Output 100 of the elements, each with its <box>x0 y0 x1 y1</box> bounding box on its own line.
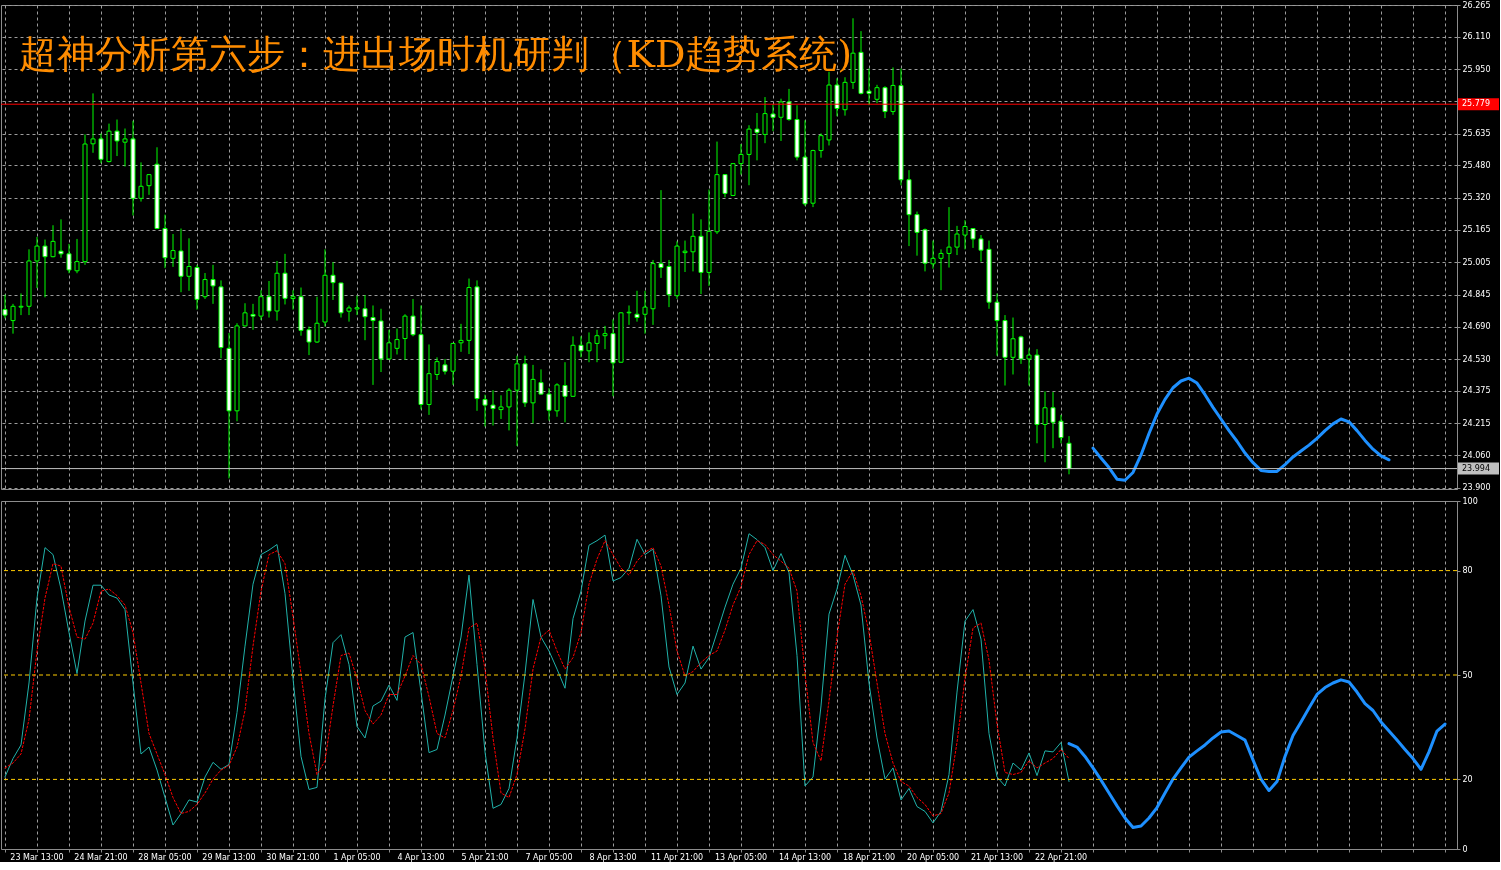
candlestick <box>386 329 392 361</box>
candlestick <box>146 173 152 196</box>
x-tick-label: 14 Apr 13:00 <box>778 852 832 862</box>
line-series <box>1091 376 1391 482</box>
candlestick <box>834 77 840 117</box>
candlestick <box>586 331 592 363</box>
candlestick <box>818 132 824 159</box>
candlestick <box>786 88 792 122</box>
candlestick <box>1018 335 1024 365</box>
y-tick-label: 25.165 <box>1462 225 1491 235</box>
y-tick-label: 0 <box>1462 844 1468 854</box>
candlestick <box>242 302 248 328</box>
candlestick <box>762 96 768 144</box>
candlestick <box>594 329 600 363</box>
y-tick-label: 26.110 <box>1462 32 1491 42</box>
x-tick-label: 21 Apr 13:00 <box>970 852 1024 862</box>
candlestick <box>658 189 664 279</box>
candlestick <box>66 243 72 274</box>
candlestick <box>58 218 64 259</box>
x-tick-label: 13 Apr 05:00 <box>714 852 768 862</box>
candlestick <box>250 303 256 331</box>
candlestick <box>538 368 544 396</box>
candlestick <box>530 364 536 424</box>
candlestick <box>266 280 272 319</box>
candlestick <box>290 289 296 311</box>
y-tick-label: 25.320 <box>1462 193 1491 203</box>
x-tick-label: 22 Apr 21:00 <box>1034 852 1088 862</box>
candlestick <box>42 239 48 298</box>
x-tick-label: 11 Apr 21:00 <box>650 852 704 862</box>
candlestick <box>578 335 584 358</box>
candlestick <box>546 387 552 422</box>
x-tick-label: 28 Mar 05:00 <box>138 852 192 862</box>
candlestick <box>1026 348 1032 386</box>
candlestick <box>122 128 128 167</box>
x-tick-label: 23 Mar 13:00 <box>10 852 64 862</box>
candlestick <box>498 394 504 420</box>
candlestick <box>74 238 80 274</box>
y-tick-label: 25.005 <box>1462 257 1491 267</box>
candlestick <box>98 132 104 164</box>
candlestick <box>362 294 368 341</box>
candlestick <box>866 67 872 106</box>
candlestick <box>954 225 960 256</box>
candlestick <box>394 328 400 355</box>
y-tick-label: 24.375 <box>1462 386 1491 396</box>
y-tick-label: 25.480 <box>1462 160 1491 170</box>
y-tick-label: 25.950 <box>1462 64 1491 74</box>
y-tick-label: 20 <box>1462 774 1473 784</box>
candlestick <box>634 290 640 323</box>
candlestick <box>10 303 16 335</box>
y-tick-label: 24.845 <box>1462 290 1491 300</box>
candlestick <box>914 211 920 257</box>
candlestick <box>490 389 496 427</box>
candlestick <box>690 213 696 272</box>
x-tick-label: 7 Apr 05:00 <box>525 852 573 862</box>
candlestick <box>50 224 56 258</box>
candlestick <box>170 233 176 268</box>
y-tick-label: 100 <box>1462 496 1478 506</box>
candlestick <box>506 387 512 431</box>
candlestick <box>1058 414 1064 444</box>
x-tick-label: 8 Apr 13:00 <box>589 852 637 862</box>
candlestick <box>602 325 608 350</box>
candlestick <box>114 119 120 157</box>
candlestick <box>458 323 464 353</box>
candlestick <box>210 264 216 305</box>
candlestick <box>642 290 648 335</box>
y-tick-label: 24.215 <box>1462 418 1491 428</box>
x-tick-label: 29 Mar 13:00 <box>202 852 256 862</box>
candlestick <box>258 289 264 321</box>
candlestick <box>410 298 416 337</box>
x-tick-label: 20 Apr 05:00 <box>906 852 960 862</box>
candlestick <box>330 261 336 301</box>
candlestick <box>994 292 1000 357</box>
candlestick <box>770 103 776 132</box>
candlestick <box>306 326 312 356</box>
candlestick <box>138 161 144 203</box>
candlestick <box>354 295 360 316</box>
candlestick <box>314 296 320 344</box>
y-tick-label: 50 <box>1462 670 1473 680</box>
candlestick <box>970 227 976 249</box>
candlestick <box>754 112 760 161</box>
y-tick-label: 23.900 <box>1462 483 1491 493</box>
candlestick <box>90 92 96 154</box>
x-tick-label: 24 Mar 21:00 <box>74 852 128 862</box>
candlestick <box>186 237 192 292</box>
candlestick <box>34 236 40 289</box>
x-tick-label: 18 Apr 21:00 <box>842 852 896 862</box>
y-tick-label: 26.265 <box>1462 0 1491 10</box>
candlestick <box>402 313 408 361</box>
candlestick <box>2 294 8 319</box>
ref-line-label: 25.779 <box>1462 99 1490 109</box>
candlestick <box>682 240 688 273</box>
candlestick <box>738 143 744 176</box>
y-tick-label: 25.635 <box>1462 129 1491 139</box>
line-series <box>1067 678 1447 829</box>
y-tick-label: 80 <box>1462 566 1473 576</box>
candlestick <box>930 240 936 270</box>
candlestick <box>18 292 24 316</box>
x-tick-label: 5 Apr 21:00 <box>461 852 509 862</box>
candlestick <box>946 206 952 269</box>
candlestick <box>882 85 888 119</box>
